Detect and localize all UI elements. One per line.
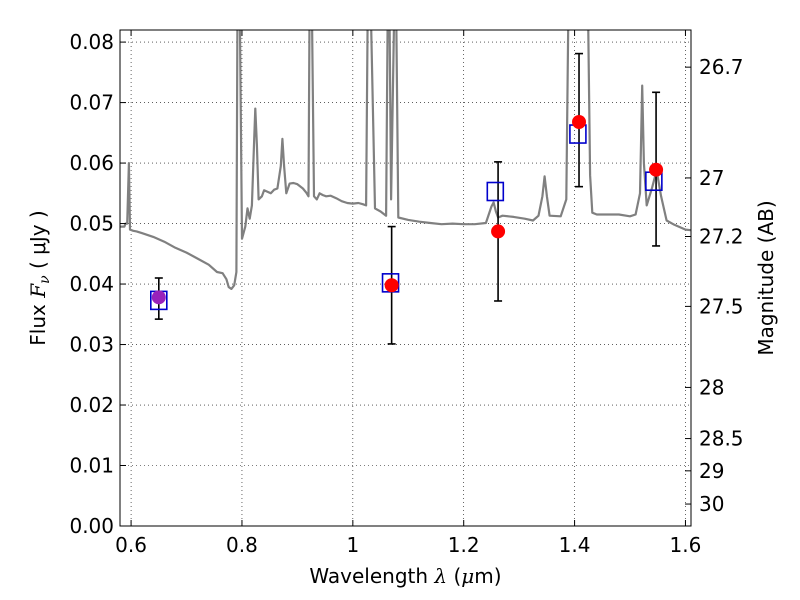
y2-tick-label: 27.5	[699, 294, 744, 318]
y-tick-label: 0.07	[69, 91, 114, 115]
observed-point	[491, 224, 506, 239]
y-tick-label: 0.03	[69, 333, 114, 357]
y-tick-label: 0.01	[69, 454, 114, 478]
observed-point	[649, 162, 664, 177]
y-tick-label: 0.02	[69, 393, 114, 417]
error-bars	[154, 52, 661, 345]
y2-tick-label: 28.5	[699, 427, 744, 451]
x-axis-title: Wavelength λ (μm)	[309, 564, 501, 588]
y-axis-symbol: F	[26, 283, 50, 299]
x-axis-title-text: Wavelength	[309, 564, 428, 588]
y2-tick-label: 28	[699, 375, 724, 399]
observed-point	[384, 278, 399, 293]
y-tick-label: 0.06	[69, 151, 114, 175]
y2-tick-label: 29	[699, 459, 724, 483]
x-axis-unit-mu: μ	[461, 564, 474, 588]
y-axis-symbol-sub: ν	[37, 275, 53, 284]
y-axis-title: Flux Fν ( μJy )	[26, 210, 53, 345]
observed-photometry-markers	[151, 114, 664, 305]
y2-axis-ticks: 26.7 27 27.2 27.5 28 28.5 29 30	[685, 55, 744, 516]
model-spectrum-line	[120, 30, 691, 290]
y2-tick-label: 30	[699, 492, 724, 516]
plot-frame	[119, 29, 692, 527]
y-axis-ticks: 0.00 0.01 0.02 0.03 0.04 0.05 0.06 0.07 0.08	[69, 30, 126, 538]
y2-axis-title: Magnitude (AB)	[754, 200, 778, 355]
y-tick-label: 0.04	[69, 272, 114, 296]
model-photometry-box	[486, 181, 505, 202]
observed-point	[572, 114, 587, 129]
y-tick-label: 0.08	[69, 30, 114, 54]
x-tick-label: 1.4	[559, 533, 591, 557]
x-axis-symbol: λ	[433, 564, 447, 588]
y-tick-label: 0.05	[69, 212, 114, 236]
model-spectrum	[120, 30, 691, 290]
x-tick-label: 0.8	[226, 533, 258, 557]
y-axis-title-text: Flux	[26, 304, 50, 346]
x-axis-unit-open: (	[447, 564, 461, 588]
x-axis-ticks: 0.6 0.8 1 1.2 1.4 1.6	[115, 30, 701, 557]
x-tick-label: 1.6	[670, 533, 702, 557]
y2-tick-label: 26.7	[699, 55, 744, 79]
x-tick-label: 1.2	[448, 533, 480, 557]
x-tick-label: 0.6	[115, 533, 147, 557]
grid	[120, 30, 691, 526]
y-axis-unit: ( μJy )	[26, 210, 50, 269]
observed-point	[151, 290, 166, 305]
x-axis-unit-rest: m)	[474, 564, 501, 588]
x-tick-label: 1	[346, 533, 359, 557]
y-tick-label: 0.00	[69, 514, 114, 538]
y2-tick-label: 27.2	[699, 224, 744, 248]
y2-tick-label: 27	[699, 166, 724, 190]
